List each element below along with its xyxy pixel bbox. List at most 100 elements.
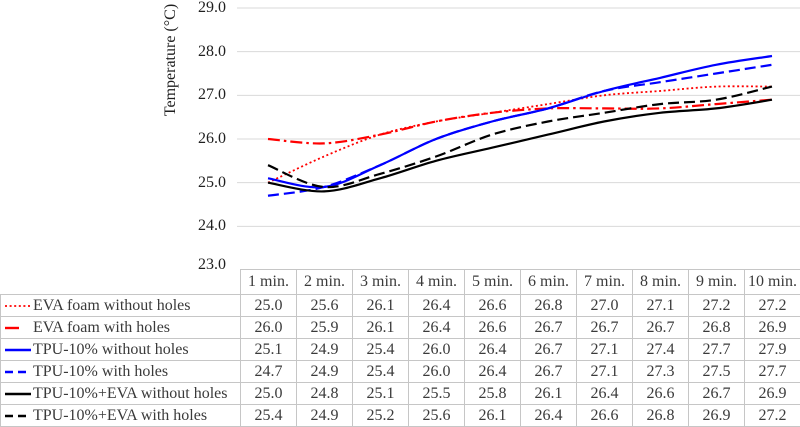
value-cell: 26.0	[409, 339, 465, 361]
value-cell: 25.8	[465, 383, 521, 405]
value-cell: 24.9	[297, 405, 353, 427]
time-column-header: 3 min.	[353, 270, 409, 295]
value-cell: 26.4	[465, 339, 521, 361]
value-cell: 26.7	[521, 317, 577, 339]
value-cell: 26.1	[465, 405, 521, 427]
value-cell: 27.1	[577, 361, 633, 383]
series-name: TPU-10% with holes	[33, 364, 168, 380]
time-column-header: 6 min.	[521, 270, 577, 295]
value-cell: 26.6	[633, 383, 689, 405]
data-table: 1 min.2 min.3 min.4 min.5 min.6 min.7 mi…	[0, 269, 800, 427]
value-cell: 25.4	[353, 361, 409, 383]
value-cell: 27.2	[689, 295, 745, 317]
value-cell: 26.0	[409, 361, 465, 383]
time-column-header: 8 min.	[633, 270, 689, 295]
value-cell: 26.9	[745, 317, 800, 339]
value-cell: 25.9	[297, 317, 353, 339]
value-cell: 25.4	[241, 405, 297, 427]
value-cell: 25.4	[353, 339, 409, 361]
value-cell: 26.1	[521, 383, 577, 405]
value-cell: 26.7	[577, 317, 633, 339]
time-column-header: 4 min.	[409, 270, 465, 295]
legend-line-icon	[4, 324, 32, 332]
value-cell: 25.0	[241, 383, 297, 405]
value-cell: 26.8	[521, 295, 577, 317]
series-legend-cell: EVA foam with holes	[1, 317, 241, 339]
legend-line-icon	[4, 302, 32, 310]
value-cell: 25.1	[353, 383, 409, 405]
series-line-tpu-10-with-holes	[268, 65, 772, 196]
value-cell: 27.7	[689, 339, 745, 361]
time-column-header: 7 min.	[577, 270, 633, 295]
value-cell: 26.7	[521, 361, 577, 383]
table-header-row: 1 min.2 min.3 min.4 min.5 min.6 min.7 mi…	[1, 270, 800, 295]
value-cell: 27.1	[633, 295, 689, 317]
series-name: TPU-10%+EVA with holes	[33, 408, 207, 424]
time-column-header: 9 min.	[689, 270, 745, 295]
value-cell: 27.3	[633, 361, 689, 383]
series-line-tpu-10-eva-with-holes	[268, 87, 772, 188]
value-cell: 27.2	[745, 295, 800, 317]
plot-area	[0, 0, 800, 270]
value-cell: 26.9	[689, 405, 745, 427]
value-cell: 26.6	[577, 405, 633, 427]
series-line-tpu-10-eva-without-holes	[268, 100, 772, 192]
value-cell: 26.7	[521, 339, 577, 361]
value-cell: 26.8	[633, 405, 689, 427]
value-cell: 26.1	[353, 295, 409, 317]
value-cell: 26.0	[241, 317, 297, 339]
series-legend-cell: TPU-10%+EVA without holes	[1, 383, 241, 405]
value-cell: 24.8	[297, 383, 353, 405]
value-cell: 27.1	[577, 339, 633, 361]
value-cell: 25.2	[353, 405, 409, 427]
value-cell: 27.4	[633, 339, 689, 361]
series-legend-cell: TPU-10% without holes	[1, 339, 241, 361]
value-cell: 26.4	[577, 383, 633, 405]
series-line-tpu-10-without-holes	[268, 56, 772, 187]
value-cell: 25.5	[409, 383, 465, 405]
value-cell: 26.9	[745, 383, 800, 405]
time-column-header: 5 min.	[465, 270, 521, 295]
series-line-eva-foam-without-holes	[268, 86, 772, 182]
legend-line-icon	[4, 390, 32, 398]
series-line-eva-foam-with-holes	[268, 100, 772, 144]
series-legend-cell: TPU-10%+EVA with holes	[1, 405, 241, 427]
value-cell: 27.9	[745, 339, 800, 361]
table-corner-cell	[1, 270, 241, 295]
value-cell: 27.7	[745, 361, 800, 383]
value-cell: 26.6	[465, 295, 521, 317]
value-cell: 26.4	[409, 295, 465, 317]
value-cell: 25.1	[241, 339, 297, 361]
series-name: EVA foam without holes	[33, 298, 190, 314]
legend-line-icon	[4, 412, 32, 420]
value-cell: 26.4	[409, 317, 465, 339]
value-cell: 26.4	[521, 405, 577, 427]
value-cell: 24.9	[297, 361, 353, 383]
value-cell: 26.7	[689, 383, 745, 405]
series-legend-cell: EVA foam without holes	[1, 295, 241, 317]
time-column-header: 10 min.	[745, 270, 800, 295]
time-column-header: 2 min.	[297, 270, 353, 295]
value-cell: 27.0	[577, 295, 633, 317]
value-cell: 26.8	[689, 317, 745, 339]
value-cell: 26.6	[465, 317, 521, 339]
value-cell: 25.6	[297, 295, 353, 317]
value-cell: 27.5	[689, 361, 745, 383]
value-cell: 27.2	[745, 405, 800, 427]
value-cell: 26.7	[633, 317, 689, 339]
value-cell: 26.1	[353, 317, 409, 339]
value-cell: 24.9	[297, 339, 353, 361]
legend-line-icon	[4, 368, 32, 376]
value-cell: 25.6	[409, 405, 465, 427]
legend-line-icon	[4, 346, 32, 354]
series-name: EVA foam with holes	[33, 320, 170, 336]
value-cell: 24.7	[241, 361, 297, 383]
series-legend-cell: TPU-10% with holes	[1, 361, 241, 383]
